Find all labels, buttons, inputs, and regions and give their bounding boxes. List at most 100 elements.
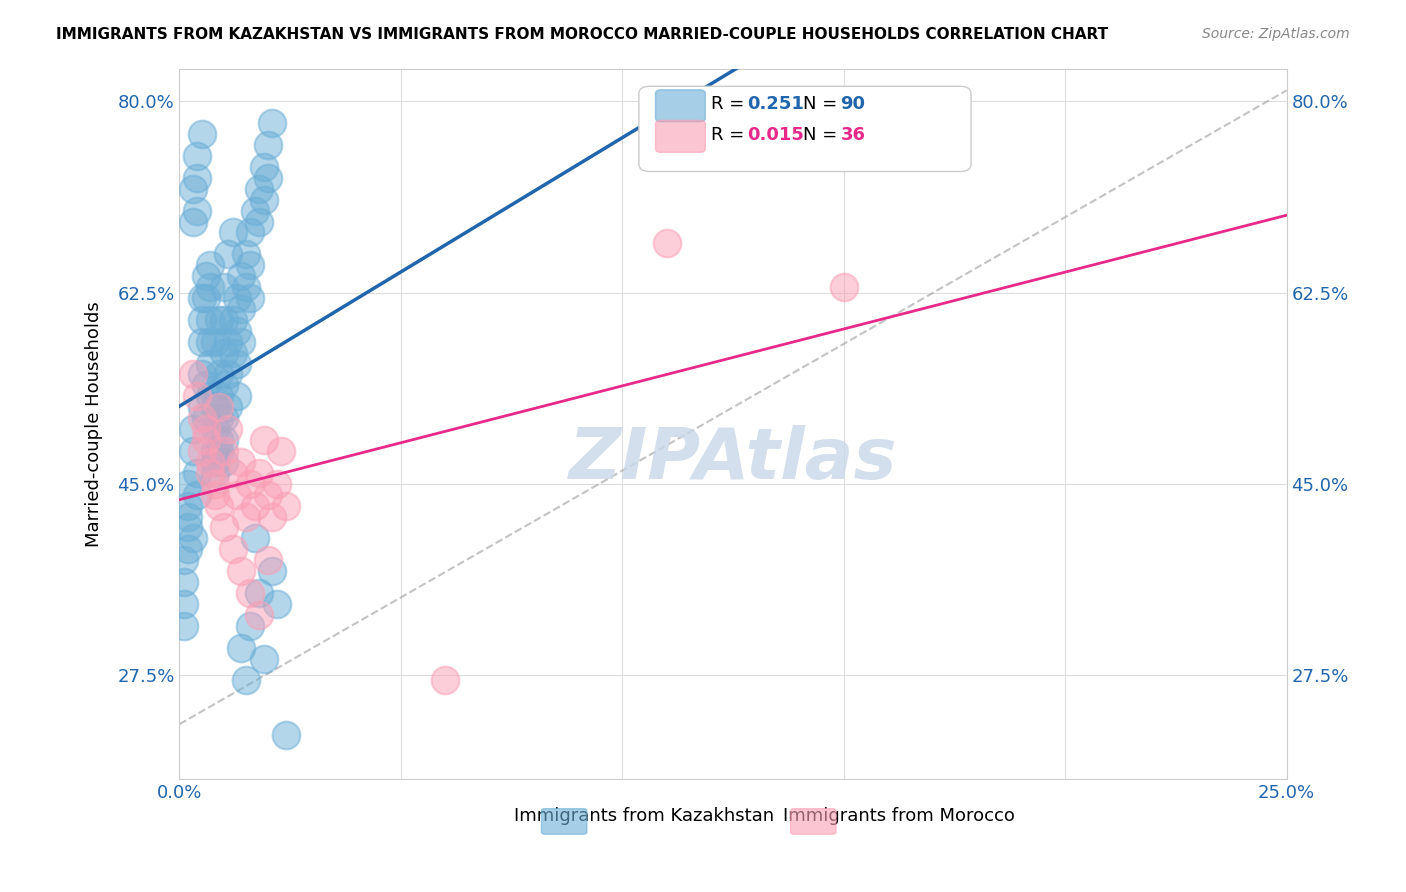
Point	[186, 149, 208, 163]
Point	[266, 597, 288, 611]
Point	[274, 499, 297, 513]
Point	[186, 466, 208, 480]
Point	[204, 444, 226, 458]
Point	[186, 389, 208, 403]
Point	[173, 575, 195, 590]
Point	[181, 444, 204, 458]
Point	[200, 258, 222, 272]
Point	[190, 368, 212, 382]
Point	[204, 488, 226, 502]
Point	[221, 313, 243, 327]
Point	[217, 368, 239, 382]
Point	[231, 334, 253, 349]
Point	[655, 236, 678, 251]
Point	[239, 258, 262, 272]
Point	[243, 203, 266, 218]
FancyBboxPatch shape	[655, 120, 706, 153]
Point	[204, 334, 226, 349]
Point	[257, 170, 280, 185]
Point	[270, 444, 292, 458]
Point	[186, 488, 208, 502]
Text: 0.015: 0.015	[748, 126, 804, 144]
Point	[177, 509, 200, 524]
Point	[208, 444, 231, 458]
Point	[221, 466, 243, 480]
Point	[195, 422, 218, 436]
Point	[212, 411, 235, 425]
Point	[239, 226, 262, 240]
Point	[262, 116, 284, 130]
Point	[212, 313, 235, 327]
Point	[274, 728, 297, 742]
Point	[204, 455, 226, 469]
Point	[247, 182, 270, 196]
Point	[262, 564, 284, 578]
Point	[243, 532, 266, 546]
Point	[243, 499, 266, 513]
Point	[181, 182, 204, 196]
Point	[239, 619, 262, 633]
Point	[200, 334, 222, 349]
Point	[212, 280, 235, 294]
FancyBboxPatch shape	[541, 809, 586, 834]
Point	[181, 532, 204, 546]
Point	[212, 444, 235, 458]
Text: N =: N =	[803, 126, 842, 144]
Point	[226, 389, 249, 403]
Point	[231, 455, 253, 469]
Point	[226, 324, 249, 338]
Point	[257, 553, 280, 567]
Point	[239, 291, 262, 305]
Point	[212, 520, 235, 534]
Point	[252, 651, 274, 665]
Point	[217, 247, 239, 261]
Point	[239, 586, 262, 600]
Point	[200, 357, 222, 371]
Point	[235, 247, 257, 261]
Point	[177, 520, 200, 534]
Point	[181, 422, 204, 436]
Point	[190, 411, 212, 425]
FancyBboxPatch shape	[790, 809, 837, 834]
Point	[221, 345, 243, 359]
Point	[257, 488, 280, 502]
Point	[221, 542, 243, 557]
Point	[200, 280, 222, 294]
Text: R =: R =	[711, 95, 749, 113]
Point	[231, 640, 253, 655]
Point	[177, 499, 200, 513]
Point	[235, 280, 257, 294]
Point	[195, 269, 218, 284]
Text: R =: R =	[711, 126, 749, 144]
Point	[190, 127, 212, 141]
Point	[204, 476, 226, 491]
Point	[235, 509, 257, 524]
Point	[173, 553, 195, 567]
Point	[252, 433, 274, 447]
Point	[247, 466, 270, 480]
FancyBboxPatch shape	[638, 87, 972, 171]
Point	[257, 138, 280, 153]
Point	[177, 542, 200, 557]
Point	[212, 433, 235, 447]
Point	[208, 499, 231, 513]
Text: N =: N =	[803, 95, 842, 113]
Point	[204, 401, 226, 415]
Point	[239, 476, 262, 491]
Point	[190, 444, 212, 458]
Point	[173, 597, 195, 611]
Point	[247, 586, 270, 600]
Text: Immigrants from Kazakhstan: Immigrants from Kazakhstan	[515, 807, 775, 825]
Point	[212, 345, 235, 359]
Point	[262, 509, 284, 524]
Point	[195, 378, 218, 392]
Point	[247, 214, 270, 228]
Text: 36: 36	[841, 126, 866, 144]
Point	[186, 203, 208, 218]
Point	[208, 368, 231, 382]
Point	[252, 160, 274, 174]
Point	[235, 673, 257, 688]
Point	[181, 214, 204, 228]
Point	[221, 226, 243, 240]
Point	[181, 368, 204, 382]
